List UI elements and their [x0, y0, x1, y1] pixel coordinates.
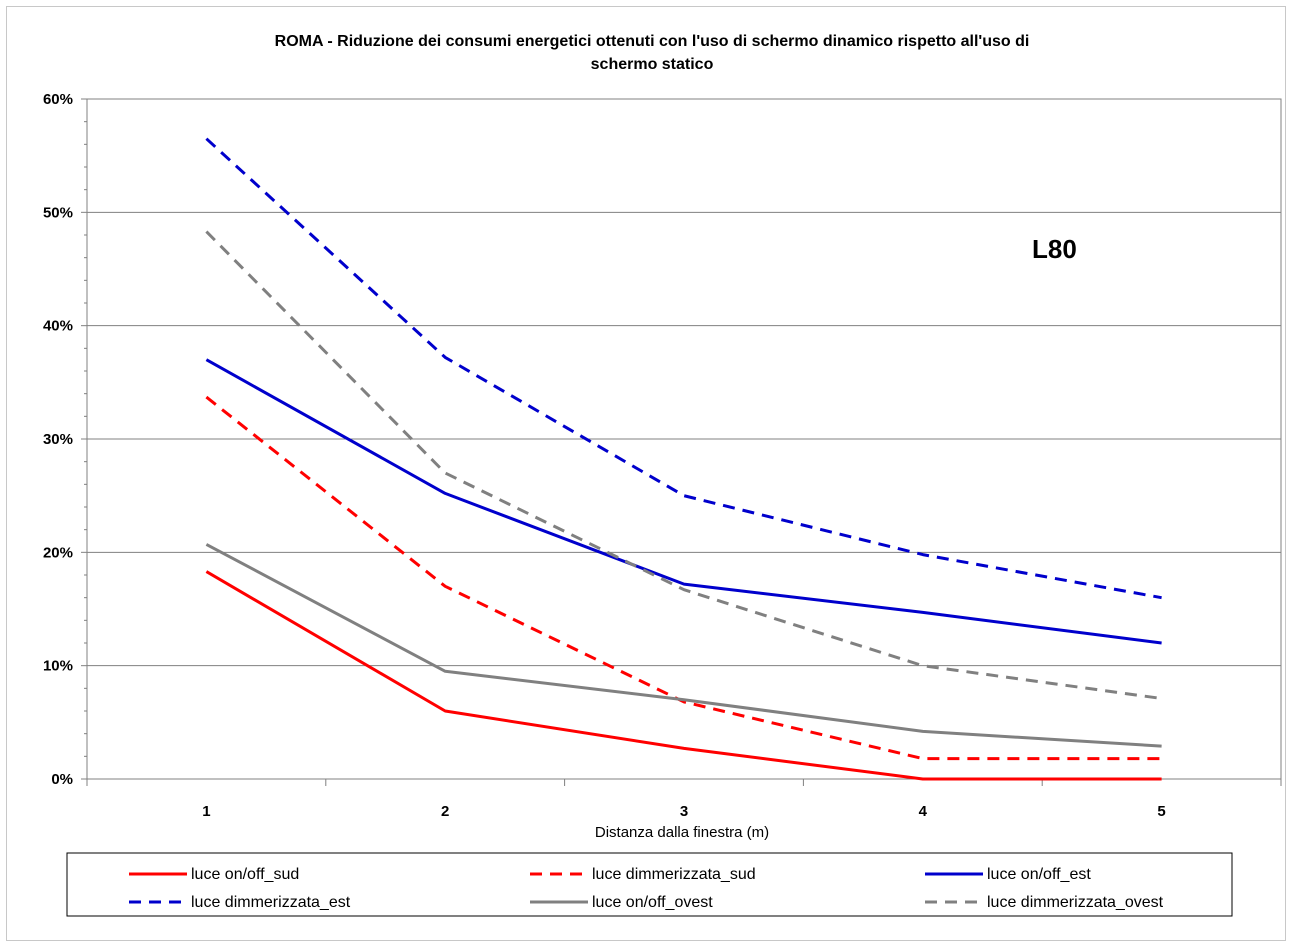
series-line [205, 137, 1162, 600]
series-line [205, 570, 1162, 781]
series-line [205, 395, 1162, 761]
series-line [205, 230, 1162, 700]
x-tick-label: 3 [680, 803, 688, 820]
x-axis-label: Distanza dalla finestra (m) [595, 824, 769, 841]
series-lines [205, 137, 1162, 781]
legend: luce on/off_sud luce dimmerizzata_sud luce… [129, 866, 1164, 911]
x-tick-label: 5 [1157, 803, 1165, 820]
x-tick-label: 2 [441, 803, 449, 820]
y-tick-label: 0% [51, 771, 73, 788]
legend-label: luce dimmerizzata_ovest [987, 894, 1164, 911]
legend-label: luce dimmerizzata_est [191, 894, 351, 911]
x-tick-label: 4 [919, 803, 928, 820]
y-tick-label: 30% [43, 431, 73, 448]
y-tick-label: 40% [43, 318, 73, 335]
legend-label: luce on/off_est [987, 866, 1091, 883]
y-tick-label: 10% [43, 658, 73, 675]
y-tick-label: 60% [43, 91, 73, 108]
series-line [205, 543, 1162, 748]
legend-label: luce dimmerizzata_sud [592, 866, 756, 883]
chart-title-line-2: schermo statico [591, 56, 714, 73]
chart-frame: ROMA - Riduzione dei consumi energetici … [6, 6, 1286, 941]
gridlines [87, 211, 1281, 667]
line-chart: ROMA - Riduzione dei consumi energetici … [43, 33, 1282, 917]
axes: 0% 10% 20% 30% 40% 50% 60% 1 2 3 4 5 [43, 91, 1282, 820]
annotation-l80: L80 [1032, 234, 1077, 264]
legend-label: luce on/off_sud [191, 866, 299, 883]
y-tick-label: 20% [43, 544, 73, 561]
chart-title-line-1: ROMA - Riduzione dei consumi energetici … [275, 33, 1030, 50]
y-tick-label: 50% [43, 204, 73, 221]
legend-box [66, 852, 1233, 917]
x-tick-label: 1 [202, 803, 210, 820]
series-line [205, 358, 1162, 645]
legend-label: luce on/off_ovest [592, 894, 713, 911]
